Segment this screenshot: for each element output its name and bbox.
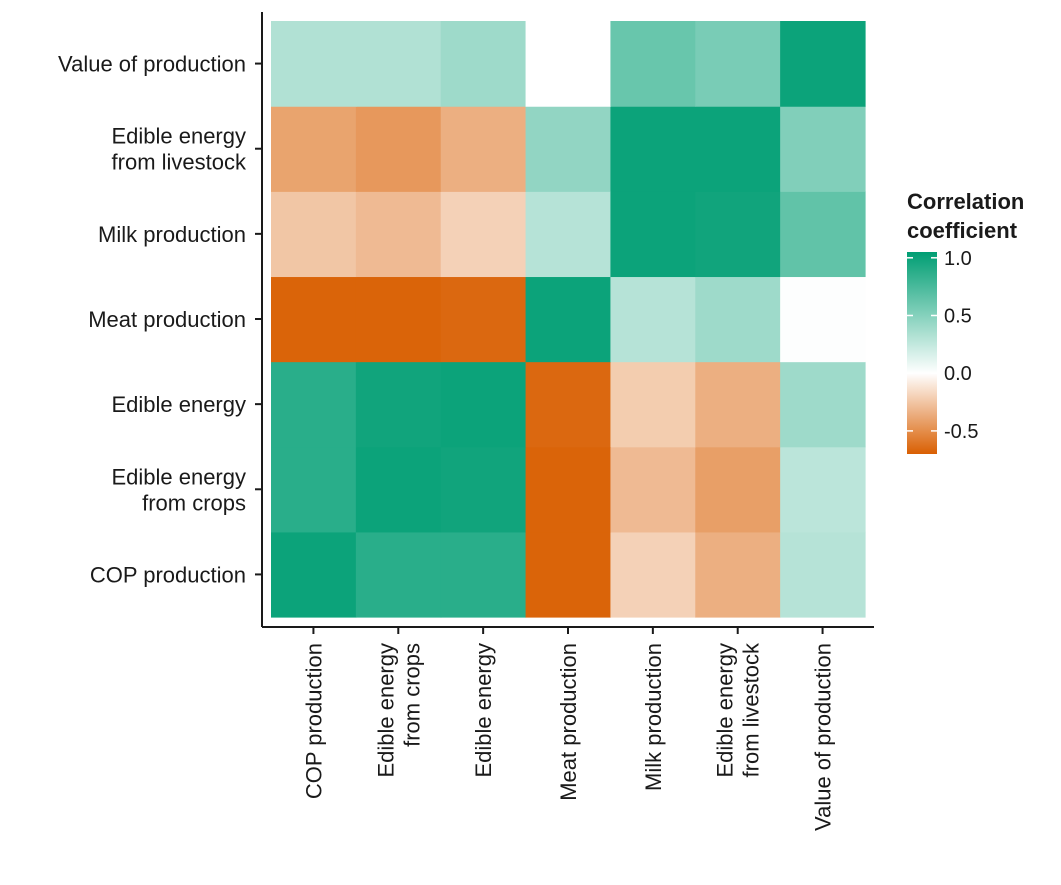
heatmap-cell bbox=[355, 276, 442, 363]
legend-tick-label: 0.0 bbox=[944, 363, 972, 385]
heatmap-cell bbox=[780, 106, 866, 192]
heatmap-cell bbox=[440, 21, 527, 107]
heatmap-cell bbox=[271, 361, 357, 448]
y-tick-label: Value of production bbox=[58, 52, 246, 77]
heatmap-cell bbox=[355, 191, 442, 278]
y-axis-labels: COP production Edible energy from crops Edi… bbox=[58, 52, 247, 588]
heatmap-cell bbox=[355, 446, 442, 533]
y-tick-label: Edible energy from livestock bbox=[111, 124, 247, 175]
heatmap-cell bbox=[440, 106, 527, 192]
heatmap-cells bbox=[271, 21, 866, 618]
heatmap-cell bbox=[695, 21, 781, 107]
heatmap-cell bbox=[355, 531, 442, 618]
x-tick-label: Meat production bbox=[556, 643, 581, 801]
heatmap-cell bbox=[525, 191, 612, 278]
heatmap-cell bbox=[525, 531, 612, 618]
legend-tick-label: 1.0 bbox=[944, 248, 972, 270]
heatmap-cell bbox=[440, 531, 527, 618]
y-tick-label: Meat production bbox=[88, 307, 246, 332]
heatmap-cell bbox=[695, 446, 781, 533]
legend-ticks: 1.0 0.5 0.0 -0.5 bbox=[907, 248, 978, 443]
heatmap-cell bbox=[525, 106, 612, 192]
heatmap-cell bbox=[525, 361, 612, 448]
legend-tick-label: 0.5 bbox=[944, 306, 972, 328]
heatmap-cell bbox=[440, 191, 527, 278]
heatmap-cell bbox=[271, 191, 357, 278]
heatmap-cell bbox=[610, 21, 696, 107]
heatmap-cell bbox=[271, 531, 357, 618]
heatmap-cell bbox=[780, 191, 866, 278]
heatmap-cell bbox=[271, 446, 357, 533]
legend-color-bar bbox=[907, 252, 937, 454]
axes bbox=[255, 12, 874, 634]
heatmap-cell bbox=[780, 361, 866, 448]
y-tick-label: COP production bbox=[90, 562, 246, 587]
x-tick-label: Milk production bbox=[641, 643, 666, 791]
heatmap-cell bbox=[695, 276, 781, 363]
heatmap-cell bbox=[355, 21, 442, 107]
heatmap-cell bbox=[780, 21, 866, 107]
legend: Correlation coefficient 1.0 0.5 0.0 -0.5 bbox=[907, 189, 1024, 454]
heatmap-cell bbox=[440, 276, 527, 363]
heatmap-cell bbox=[780, 446, 866, 533]
x-tick-label: COP production bbox=[301, 643, 326, 799]
x-tick-label: Edible energy bbox=[471, 643, 496, 778]
heatmap-cell bbox=[695, 191, 781, 278]
heatmap-cell bbox=[610, 106, 696, 192]
heatmap-cell bbox=[440, 361, 527, 448]
heatmap-cell bbox=[525, 276, 612, 363]
heatmap-cell bbox=[695, 361, 781, 448]
legend-title-line-1: Correlation bbox=[907, 189, 1024, 214]
heatmap-cell bbox=[610, 276, 696, 363]
y-tick-label: Milk production bbox=[98, 222, 246, 247]
heatmap-cell bbox=[440, 446, 527, 533]
heatmap-cell bbox=[355, 106, 442, 192]
heatmap-cell bbox=[695, 531, 781, 618]
heatmap-cell bbox=[355, 361, 442, 448]
heatmap-cell bbox=[610, 446, 696, 533]
heatmap-cell bbox=[610, 531, 696, 618]
heatmap-cell bbox=[610, 191, 696, 278]
heatmap-cell bbox=[271, 276, 357, 363]
x-tick-label: Edible energyfrom crops bbox=[373, 643, 424, 778]
heatmap-cell bbox=[271, 106, 357, 192]
heatmap-cell bbox=[525, 446, 612, 533]
y-tick-label: Edible energy bbox=[111, 392, 246, 417]
heatmap-cell bbox=[610, 361, 696, 448]
heatmap-cell bbox=[525, 21, 612, 107]
y-tick-label: Edible energy from crops bbox=[111, 464, 246, 515]
heatmap-cell bbox=[780, 276, 866, 363]
heatmap-cell bbox=[780, 531, 866, 618]
x-axis-labels: COP production Edible energyfrom crops Edi… bbox=[301, 642, 835, 831]
heatmap-cell bbox=[695, 106, 781, 192]
legend-tick-label: -0.5 bbox=[944, 421, 978, 443]
heatmap-cell bbox=[271, 21, 357, 107]
x-tick-label: Value of production bbox=[811, 643, 836, 831]
x-tick-label: Edible energyfrom livestock bbox=[713, 642, 764, 778]
legend-title-line-2: coefficient bbox=[907, 218, 1018, 243]
